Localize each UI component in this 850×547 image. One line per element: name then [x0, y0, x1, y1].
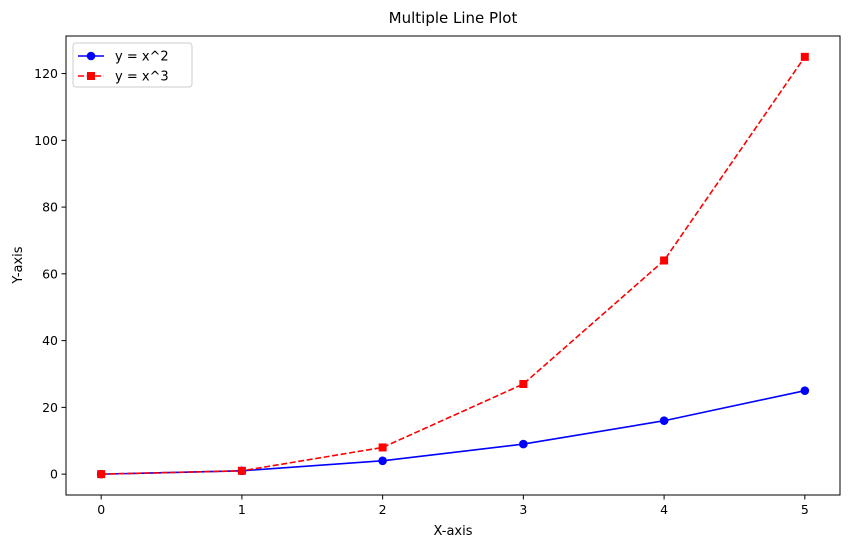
- data-point: [659, 416, 669, 426]
- y-tick-label: 0: [50, 467, 58, 482]
- x-axis-label: X-axis: [434, 524, 473, 539]
- y-tick-label: 20: [42, 400, 58, 415]
- x-tick-label: 1: [238, 502, 246, 517]
- data-point: [519, 380, 528, 389]
- y-tick-label: 120: [34, 66, 58, 81]
- data-point: [378, 443, 387, 452]
- legend-label-2: y = x^3: [115, 70, 169, 85]
- series-line-2: [101, 56, 806, 475]
- legend-marker-1: [86, 51, 96, 61]
- x-axis-ticks: 0 1 2 3 4 5: [97, 495, 809, 517]
- legend-marker-2: [87, 72, 95, 80]
- x-tick-label: 0: [97, 502, 105, 517]
- data-point: [800, 52, 809, 61]
- series-layer: [96, 52, 810, 479]
- y-tick-label: 80: [42, 200, 58, 215]
- data-point: [660, 256, 669, 265]
- plot-frame: [65, 35, 841, 496]
- data-point: [378, 456, 387, 466]
- x-tick-label: 4: [660, 502, 668, 517]
- y-tick-label: 40: [42, 333, 58, 348]
- y-axis-ticks: 0 20 40 60 80 100 120: [34, 66, 66, 482]
- y-axis-label: Y-axis: [11, 246, 26, 284]
- legend: y = x^2 y = x^3: [72, 42, 193, 88]
- legend-label-1: y = x^2: [115, 50, 169, 65]
- data-point: [800, 386, 810, 395]
- legend-entries: y = x^2 y = x^3: [78, 50, 169, 85]
- y-tick-label: 60: [42, 266, 58, 281]
- data-point: [97, 470, 106, 479]
- x-tick-label: 3: [519, 502, 527, 517]
- plot-area: [66, 36, 840, 495]
- x-tick-label: 2: [379, 502, 387, 517]
- x-tick-label: 5: [801, 502, 809, 517]
- data-point: [237, 466, 246, 475]
- legend-box: [72, 42, 193, 88]
- y-tick-label: 100: [34, 133, 58, 148]
- data-point: [519, 439, 528, 449]
- chart-title: Multiple Line Plot: [389, 9, 518, 27]
